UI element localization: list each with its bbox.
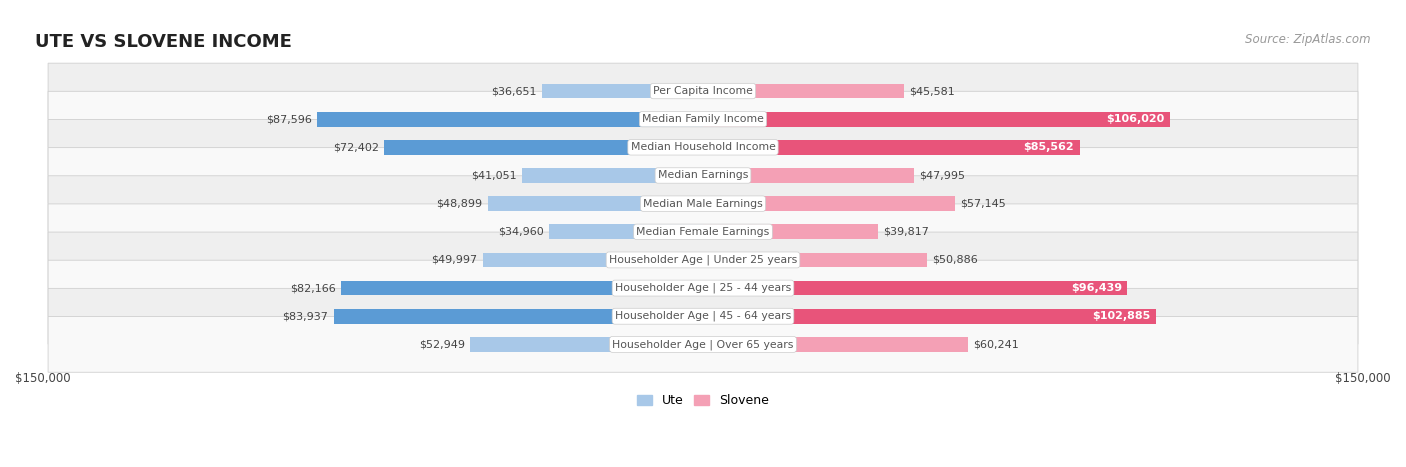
Bar (703, 337, 969, 352)
Text: $102,885: $102,885 (1092, 311, 1150, 321)
Text: $57,145: $57,145 (960, 198, 1005, 209)
Text: Householder Age | Under 25 years: Householder Age | Under 25 years (609, 255, 797, 265)
Text: $72,402: $72,402 (333, 142, 380, 152)
Bar (318, 112, 703, 127)
Text: $96,439: $96,439 (1071, 283, 1122, 293)
Bar (703, 281, 1128, 296)
Bar (522, 168, 703, 183)
Bar (703, 309, 1156, 324)
FancyBboxPatch shape (48, 288, 1358, 344)
Bar (703, 168, 914, 183)
Text: UTE VS SLOVENE INCOME: UTE VS SLOVENE INCOME (35, 33, 292, 51)
Bar (384, 140, 703, 155)
FancyBboxPatch shape (48, 148, 1358, 203)
FancyBboxPatch shape (48, 260, 1358, 316)
Bar (703, 253, 927, 267)
FancyBboxPatch shape (48, 204, 1358, 260)
Text: Median Male Earnings: Median Male Earnings (643, 198, 763, 209)
Text: Householder Age | Over 65 years: Householder Age | Over 65 years (612, 339, 794, 350)
Bar (482, 253, 703, 267)
Text: $39,817: $39,817 (883, 227, 929, 237)
Text: $83,937: $83,937 (283, 311, 328, 321)
FancyBboxPatch shape (48, 232, 1358, 288)
Text: $60,241: $60,241 (973, 340, 1019, 349)
Text: Median Family Income: Median Family Income (643, 114, 763, 124)
Bar (541, 84, 703, 99)
Text: Median Female Earnings: Median Female Earnings (637, 227, 769, 237)
Text: $48,899: $48,899 (436, 198, 482, 209)
Text: $106,020: $106,020 (1107, 114, 1164, 124)
Bar (333, 309, 703, 324)
Text: $34,960: $34,960 (498, 227, 544, 237)
Text: $85,562: $85,562 (1024, 142, 1074, 152)
Bar (703, 84, 904, 99)
Bar (703, 112, 1170, 127)
Text: $50,886: $50,886 (932, 255, 979, 265)
Bar (703, 140, 1080, 155)
Text: Per Capita Income: Per Capita Income (652, 86, 754, 96)
Text: Median Earnings: Median Earnings (658, 170, 748, 180)
Bar (342, 281, 703, 296)
FancyBboxPatch shape (48, 176, 1358, 232)
Text: $87,596: $87,596 (266, 114, 312, 124)
Bar (488, 196, 703, 211)
Text: $49,997: $49,997 (432, 255, 478, 265)
Bar (703, 225, 879, 239)
FancyBboxPatch shape (48, 317, 1358, 372)
Bar (550, 225, 703, 239)
Text: $47,995: $47,995 (920, 170, 966, 180)
Text: $82,166: $82,166 (290, 283, 336, 293)
Text: Householder Age | 25 - 44 years: Householder Age | 25 - 44 years (614, 283, 792, 293)
Text: $36,651: $36,651 (491, 86, 537, 96)
FancyBboxPatch shape (48, 120, 1358, 175)
Legend: Ute, Slovene: Ute, Slovene (633, 389, 773, 412)
Text: $45,581: $45,581 (908, 86, 955, 96)
Bar (703, 196, 955, 211)
FancyBboxPatch shape (48, 92, 1358, 147)
Text: Source: ZipAtlas.com: Source: ZipAtlas.com (1246, 33, 1371, 46)
Text: $52,949: $52,949 (419, 340, 464, 349)
Bar (470, 337, 703, 352)
Text: Median Household Income: Median Household Income (630, 142, 776, 152)
Text: $41,051: $41,051 (471, 170, 517, 180)
Text: Householder Age | 45 - 64 years: Householder Age | 45 - 64 years (614, 311, 792, 321)
FancyBboxPatch shape (48, 63, 1358, 119)
